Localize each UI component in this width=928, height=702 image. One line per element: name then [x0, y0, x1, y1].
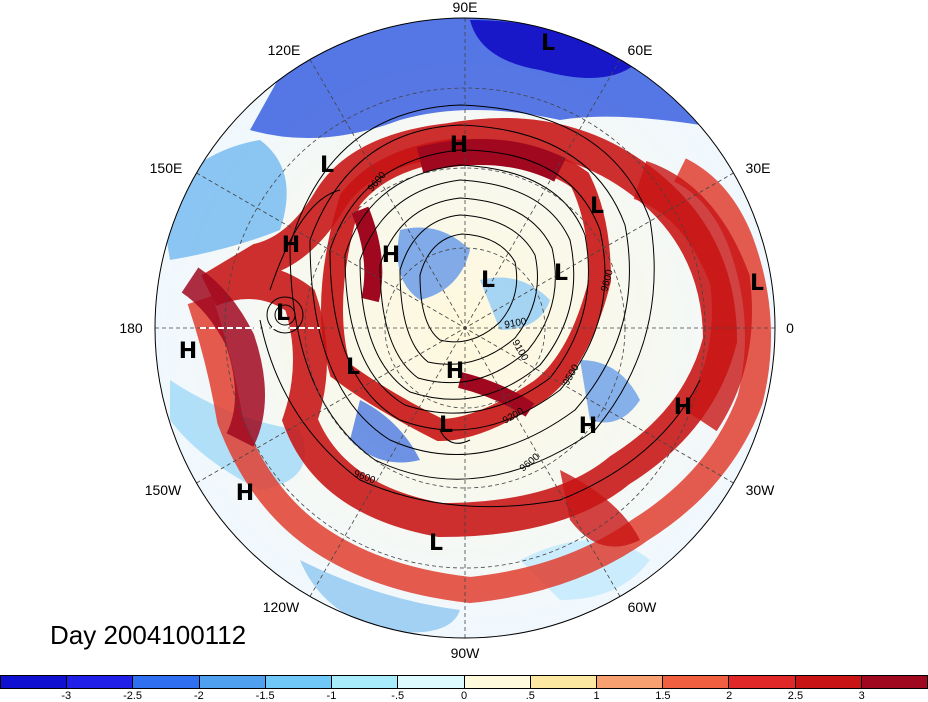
pressure-center: H [446, 359, 464, 384]
lon-label-60e: 60E [628, 42, 653, 58]
colorbar-tick-label: -2 [193, 690, 204, 702]
colorbar-tick-label: -1 [326, 690, 337, 702]
colorbar-swatch [729, 676, 796, 688]
colorbar-tick-label: 0 [460, 690, 468, 702]
colorbar-swatch [67, 676, 134, 688]
pressure-center: L [439, 413, 453, 438]
colorbar-swatch [795, 676, 862, 688]
colorbar-swatch [133, 676, 200, 688]
pressure-center: L [481, 268, 495, 293]
colorbar-swatch [530, 676, 597, 688]
lon-label-90w: 90W [451, 645, 481, 661]
lon-label-150w: 150W [145, 482, 182, 498]
height-contours [259, 104, 701, 508]
colorbar-swatch [332, 676, 399, 688]
pressure-center: L [750, 271, 764, 296]
pressure-center: L [346, 355, 360, 380]
pressure-center: L [276, 301, 290, 326]
lon-label-150e: 150E [150, 160, 183, 176]
pressure-center: H [674, 395, 692, 420]
colorbar-tick-label: 2 [726, 690, 733, 702]
colorbar-tick-label: 1 [593, 690, 600, 702]
colorbar-swatch [861, 676, 928, 688]
lon-label-120w: 120W [263, 599, 300, 615]
map-boundary [154, 17, 776, 639]
colorbar-tick-label: -1.5 [255, 690, 275, 702]
anomaly-field [155, 18, 775, 638]
pressure-center: L [590, 194, 604, 219]
colorbar-tick-label: -.5 [391, 690, 405, 702]
colorbar-tick-label: -2.5 [123, 690, 143, 702]
colorbar-tick-label: .5 [525, 690, 535, 702]
pressure-center: H [579, 414, 597, 439]
colorbar-swatch [199, 676, 266, 688]
colorbar-tick-label: 2.5 [787, 690, 804, 702]
contour-label: 9100 [504, 316, 528, 331]
pressure-center: L [554, 261, 568, 286]
lon-label-90e: 90E [453, 0, 478, 15]
colorbar-swatch [398, 676, 465, 688]
lon-label-60w: 60W [628, 599, 658, 615]
lon-label-30w: 30W [746, 482, 776, 498]
lon-label-30e: 30E [746, 160, 771, 176]
colorbar-swatch [265, 676, 333, 688]
lon-label-180: 180 [119, 320, 143, 336]
pressure-center: H [236, 481, 254, 506]
pressure-centers: L H L L H H L L L L L H H L H H L H [179, 31, 764, 556]
colorbar-swatch [464, 676, 531, 688]
colorbar-tick-label: -3 [61, 690, 72, 702]
colorbar [0, 675, 928, 689]
plot-title: Day 2004100112 [50, 620, 247, 650]
colorbar-swatch [596, 676, 664, 688]
colorbar-tick-label: 3 [858, 690, 865, 702]
colorbar-swatch [663, 676, 730, 688]
pressure-center: L [541, 31, 555, 56]
lon-label-120e: 120E [268, 42, 301, 58]
pressure-center: H [179, 339, 197, 364]
graticule [155, 18, 775, 638]
pressure-center: H [382, 243, 400, 268]
pressure-center: L [429, 531, 443, 556]
pressure-center: H [282, 233, 300, 258]
colorbar-swatch [1, 676, 68, 688]
polar-stereographic-map: 90E 60E 30E 0 30W 60W 90W 120W 150W 180 … [119, 0, 794, 661]
colorbar-tick-label: 1.5 [655, 690, 671, 702]
pressure-center: L [320, 153, 334, 178]
pressure-center: H [450, 133, 468, 158]
lon-label-0: 0 [786, 320, 794, 336]
